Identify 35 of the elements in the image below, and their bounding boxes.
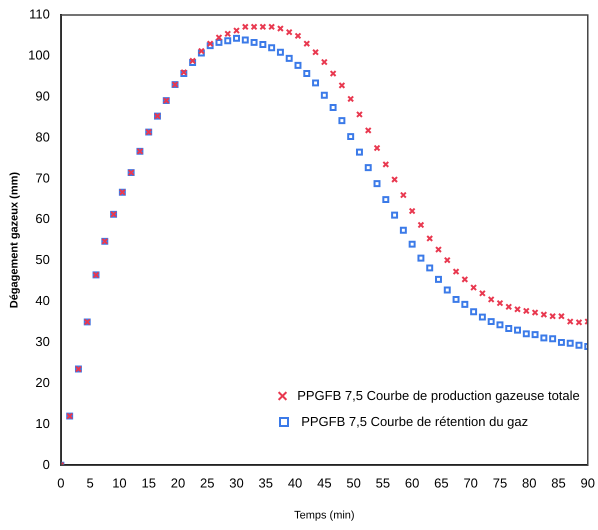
y-tick-label: 90 xyxy=(35,88,50,104)
x-tick-label: 40 xyxy=(288,476,302,491)
x-tick-label: 30 xyxy=(229,476,244,491)
y-tick-label: 10 xyxy=(35,416,50,431)
y-tick-label: 100 xyxy=(28,48,50,63)
x-tick-label: 70 xyxy=(463,476,478,491)
x-tick-label: 80 xyxy=(522,476,536,491)
x-tick-label: 65 xyxy=(434,476,449,491)
y-tick-label: 70 xyxy=(35,170,50,186)
y-tick-label: 80 xyxy=(35,129,50,144)
y-axis-title: Dégagement gazeux (mm) xyxy=(8,172,21,308)
x-tick-label: 25 xyxy=(200,476,214,491)
x-tick-label: 75 xyxy=(492,476,508,491)
x-tick-label: 20 xyxy=(170,476,186,491)
x-tick-label: 0 xyxy=(57,476,65,491)
y-tick-label: 20 xyxy=(35,374,50,390)
legend-label: PPGFB 7,5 Courbe de production gazeuse totale xyxy=(297,387,580,406)
y-tick-label: 110 xyxy=(29,6,50,22)
x-tick-label: 10 xyxy=(112,476,127,491)
y-tick-label: 30 xyxy=(35,334,50,349)
x-tick-label: 50 xyxy=(346,476,361,491)
y-tick-label: 50 xyxy=(35,252,50,268)
x-tick-label: 15 xyxy=(141,476,156,491)
y-tick-label: 0 xyxy=(42,456,50,472)
legend-label: PPGFB 7,5 Courbe de rétention du gaz xyxy=(301,413,528,432)
x-tick-label: 90 xyxy=(580,476,596,491)
x-tick-label: 45 xyxy=(317,476,332,491)
x-tick-label: 5 xyxy=(86,476,94,491)
y-tick-label: 40 xyxy=(35,293,50,308)
x-tick-label: 60 xyxy=(404,476,420,491)
x-tick-label: 85 xyxy=(551,476,566,491)
x-tick-label: 55 xyxy=(376,476,390,491)
x-axis-title: Temps (min) xyxy=(294,509,355,522)
y-tick-label: 60 xyxy=(35,211,50,226)
x-tick-label: 35 xyxy=(258,476,274,491)
